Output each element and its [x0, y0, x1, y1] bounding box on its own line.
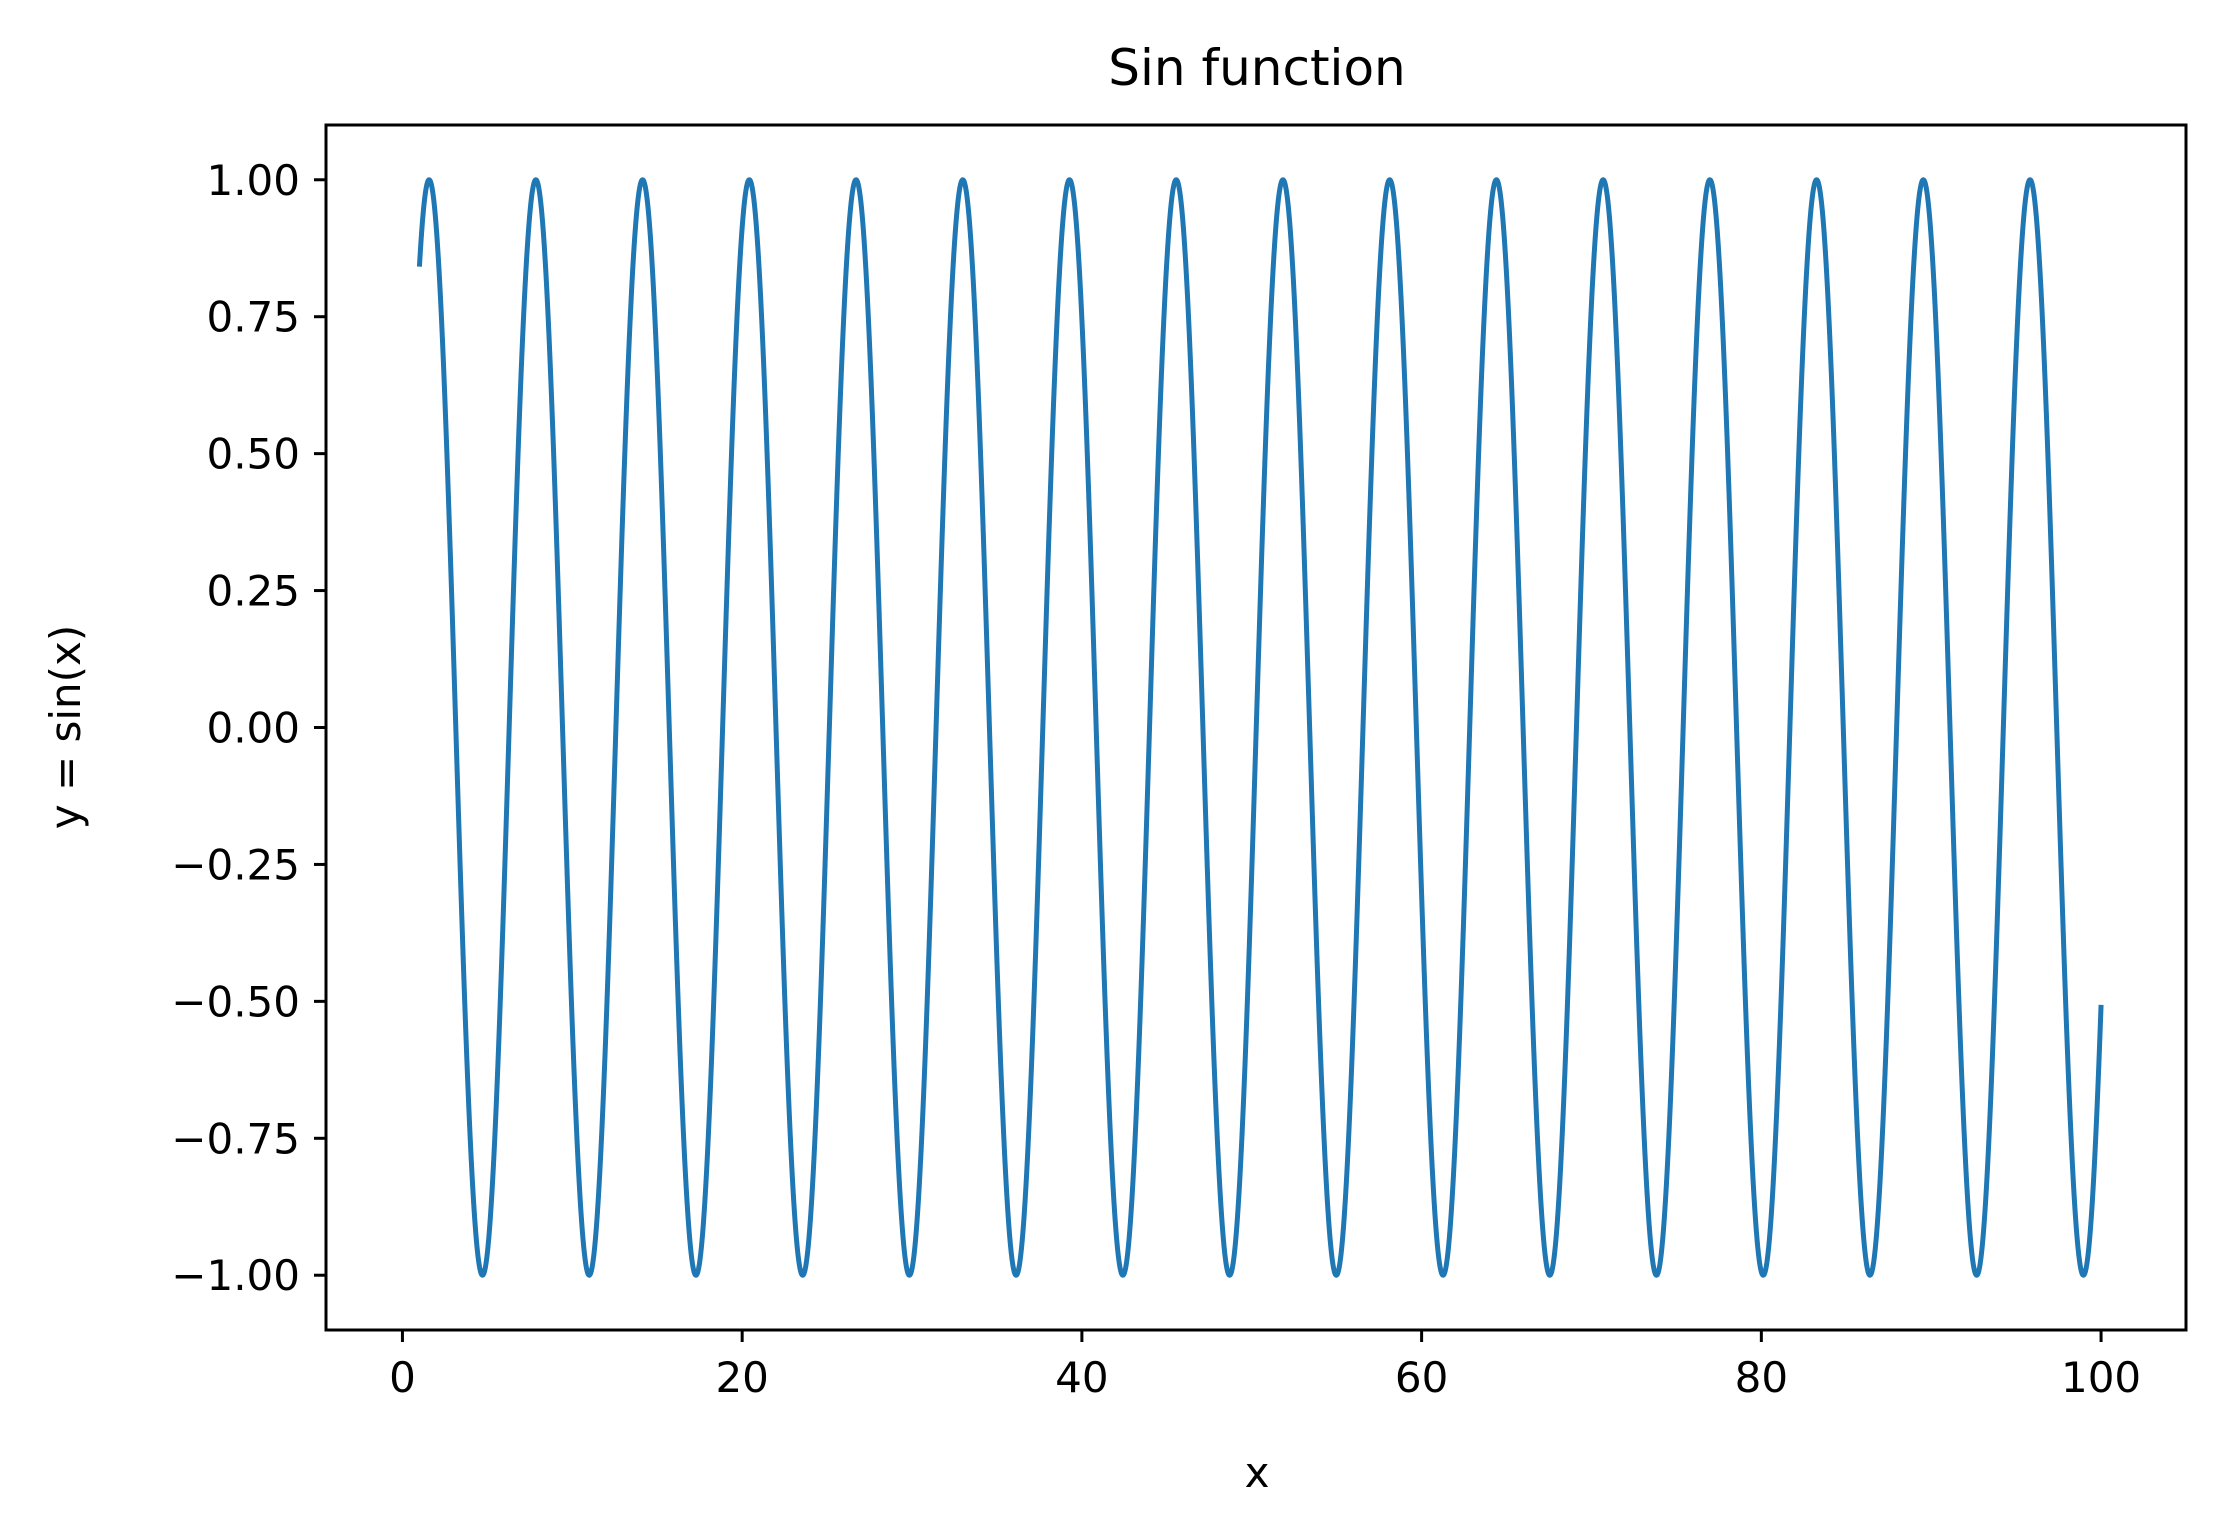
sine-series-line — [416, 177, 2104, 1278]
y-tick-label: 0.75 — [206, 293, 300, 342]
plot-area: 0 20 40 60 80 100 1.00 0.75 0.50 0.25 0.00 −0.25 −0… — [171, 123, 2188, 1402]
y-tick-label: −0.50 — [171, 977, 300, 1026]
y-axis: 1.00 0.75 0.50 0.25 0.00 −0.25 −0.50 −0.75 −1.00 — [171, 156, 326, 1300]
y-tick-label: −0.25 — [171, 840, 300, 889]
x-tick-label: 80 — [1735, 1353, 1788, 1402]
y-tick-label: 0.00 — [206, 704, 300, 753]
x-tick-label: 0 — [389, 1353, 416, 1402]
y-tick-label: 0.50 — [206, 430, 300, 479]
x-tick-label: 60 — [1395, 1353, 1448, 1402]
y-tick-label: −0.75 — [171, 1114, 300, 1163]
y-tick-label: −1.00 — [171, 1251, 300, 1300]
x-axis-label: x — [1245, 1448, 1270, 1497]
x-tick-label: 40 — [1055, 1353, 1108, 1402]
y-axis-label: y = sin(x) — [41, 625, 90, 830]
y-tick-label: 0.25 — [206, 567, 300, 616]
x-tick-label: 100 — [2061, 1353, 2141, 1402]
chart-title: Sin function — [1108, 39, 1405, 97]
x-axis: 0 20 40 60 80 100 — [389, 1330, 2141, 1402]
x-tick-label: 20 — [715, 1353, 768, 1402]
y-tick-label: 1.00 — [206, 156, 300, 205]
